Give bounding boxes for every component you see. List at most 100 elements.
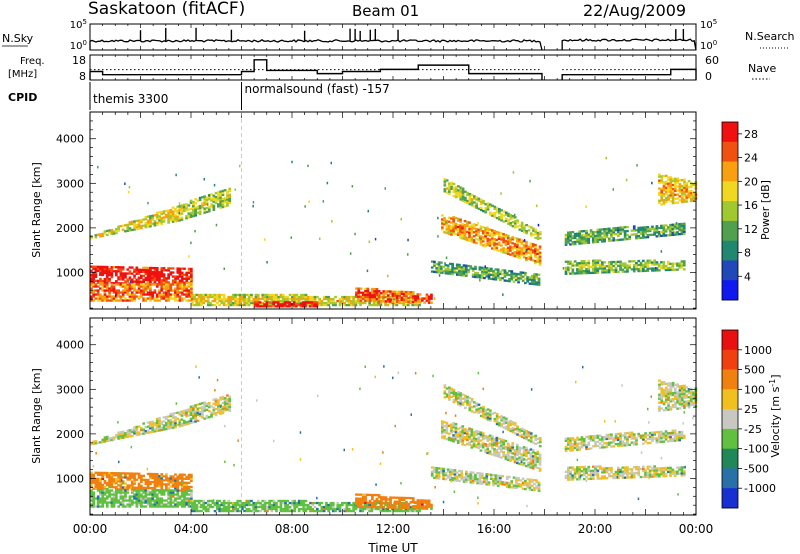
echo-cell: [117, 435, 120, 438]
echo-cell: [637, 259, 641, 263]
echo-cell: [619, 266, 622, 269]
echo-cell: [331, 501, 335, 505]
echo-cell: [178, 497, 182, 500]
echo-cell: [185, 411, 188, 414]
echo-cell: [524, 277, 527, 281]
echo-cell: [90, 295, 93, 298]
echo-cell: [223, 397, 227, 400]
echo-cell: [531, 243, 535, 246]
echo-cell: [318, 299, 321, 303]
echo-cell: [153, 224, 157, 227]
echo-cell: [115, 283, 118, 286]
echo-cell: [437, 265, 441, 268]
echo-cell: [671, 192, 675, 195]
echo-cell: [536, 248, 540, 251]
echo-cell: [155, 271, 159, 274]
echo-cell: [112, 499, 116, 502]
echo-cell: [140, 280, 143, 283]
echo-cell: [214, 412, 218, 415]
echo-cell: [655, 229, 659, 232]
echo-cell: [610, 233, 613, 236]
echo-cell: [162, 267, 166, 270]
echo-cell: [461, 197, 465, 200]
echo-cell: [357, 289, 361, 292]
echo-cell: [142, 278, 145, 281]
echo-cell: [623, 230, 627, 233]
echo-cell: [284, 297, 287, 301]
echo-cell: [128, 270, 132, 273]
echo-cell: [352, 299, 355, 303]
echo-cell: [437, 216, 439, 220]
echo-cell: [279, 509, 283, 513]
echo-cell: [259, 503, 262, 507]
echo-cell: [459, 194, 463, 197]
echo-cell: [662, 185, 666, 188]
echo-cell: [336, 501, 340, 505]
echo-cell: [567, 233, 570, 236]
echo-cell: [94, 440, 98, 443]
echo-cell: [211, 203, 214, 207]
echo-cell: [92, 479, 95, 482]
echo-cell: [190, 299, 193, 302]
echo-cell: [121, 436, 125, 439]
echo-cell: [167, 489, 170, 492]
echo-cell: [115, 501, 118, 504]
echo-cell: [252, 507, 256, 511]
echo-cell: [519, 277, 523, 280]
echo-cell: [313, 297, 317, 301]
echo-cell: [252, 503, 256, 507]
echo-cell: [133, 501, 136, 504]
echo-cell: [463, 232, 467, 235]
echo-cell: [221, 411, 225, 415]
echo-cell: [361, 297, 365, 300]
echo-cell: [306, 297, 310, 301]
echo-cell: [350, 301, 353, 305]
echo-cell: [103, 487, 107, 491]
echo-cell: [513, 224, 517, 227]
echo-cell: [398, 506, 401, 509]
echo-cell: [409, 295, 413, 298]
echo-cell: [662, 261, 666, 264]
echo-cell: [446, 270, 450, 273]
echo-cell: [96, 281, 100, 284]
echo-cell: [585, 237, 588, 241]
echo-cell: [92, 487, 95, 490]
echo-cell: [263, 297, 267, 301]
echo-cell: [585, 235, 588, 239]
echo-cell: [167, 481, 170, 484]
echo-cell: [176, 291, 180, 294]
echo-cell: [354, 507, 358, 511]
echo-cell: [94, 487, 98, 490]
echo-cell: [479, 200, 483, 204]
echo-cell: [657, 226, 661, 230]
echo-cell: [578, 270, 581, 273]
echo-cell: [445, 395, 449, 398]
echo-cell: [124, 495, 127, 498]
echo-cell: [331, 507, 335, 511]
echo-cell: [158, 211, 161, 214]
echo-cell: [187, 291, 191, 294]
echo-cell: [190, 489, 193, 492]
echo-cell: [165, 269, 168, 272]
echo-cell: [393, 297, 396, 301]
echo-cell: [162, 285, 166, 288]
echo-cell: [509, 247, 512, 250]
echo-cell: [216, 507, 219, 511]
echo-cell: [169, 421, 173, 424]
echo-cell: [155, 473, 159, 476]
echo-cell: [448, 188, 451, 191]
echo-cell: [169, 295, 173, 298]
echo-cell: [607, 237, 611, 240]
echo-cell: [671, 198, 675, 201]
echo-cell: [384, 303, 387, 307]
echo-cell: [217, 405, 220, 408]
echo-cell: [162, 216, 166, 219]
echo-cell: [517, 281, 520, 284]
echo-cell: [594, 263, 597, 266]
echo-cell: [216, 297, 219, 301]
echo-cell: [198, 196, 202, 200]
echo-cell: [112, 282, 116, 285]
colorbar-swatch: [722, 181, 738, 202]
echo-cell: [528, 276, 532, 279]
echo-cell: [341, 501, 344, 505]
